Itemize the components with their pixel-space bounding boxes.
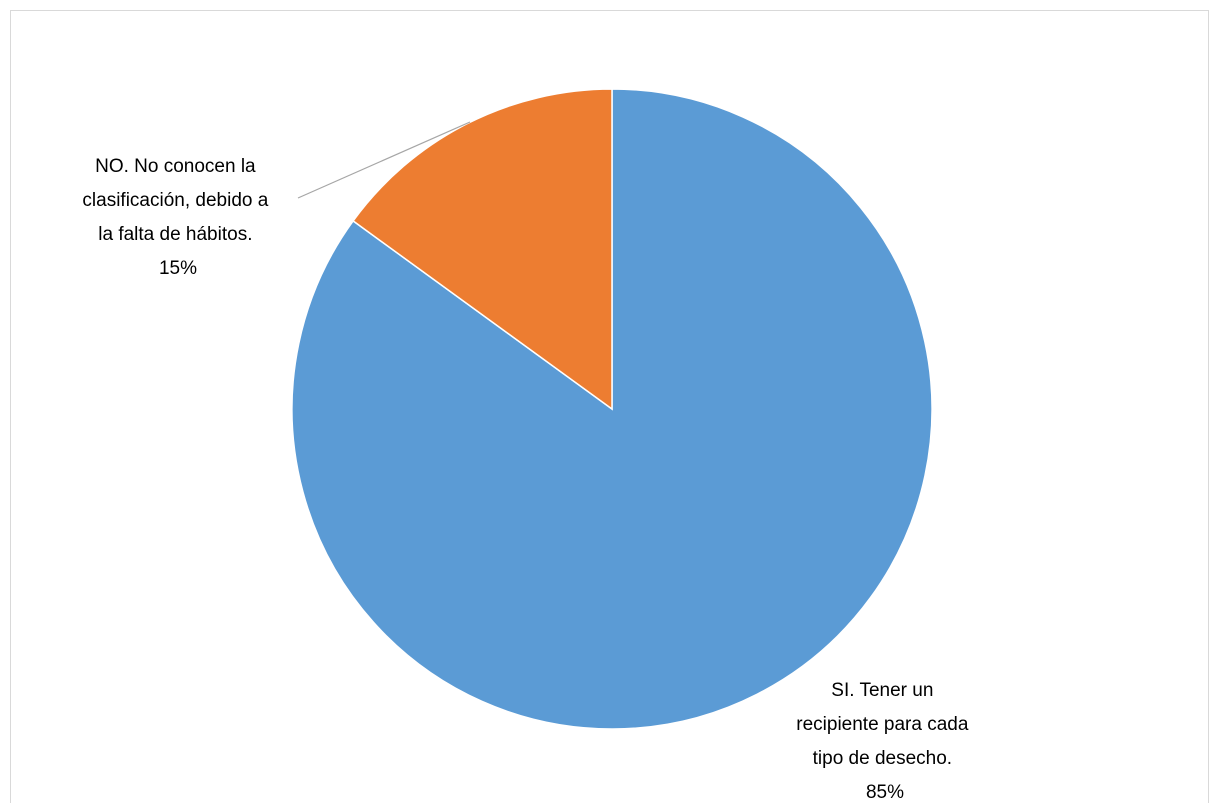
- pie-slices: [291, 88, 933, 730]
- leader-line-no: [297, 121, 471, 199]
- pie-labels: NO. No conocen la clasificación, debido …: [82, 156, 973, 803]
- slice-label-si: SI. Tener un recipiente para cada tipo d…: [796, 680, 973, 803]
- slice-label-no: NO. No conocen la clasificación, debido …: [82, 156, 273, 279]
